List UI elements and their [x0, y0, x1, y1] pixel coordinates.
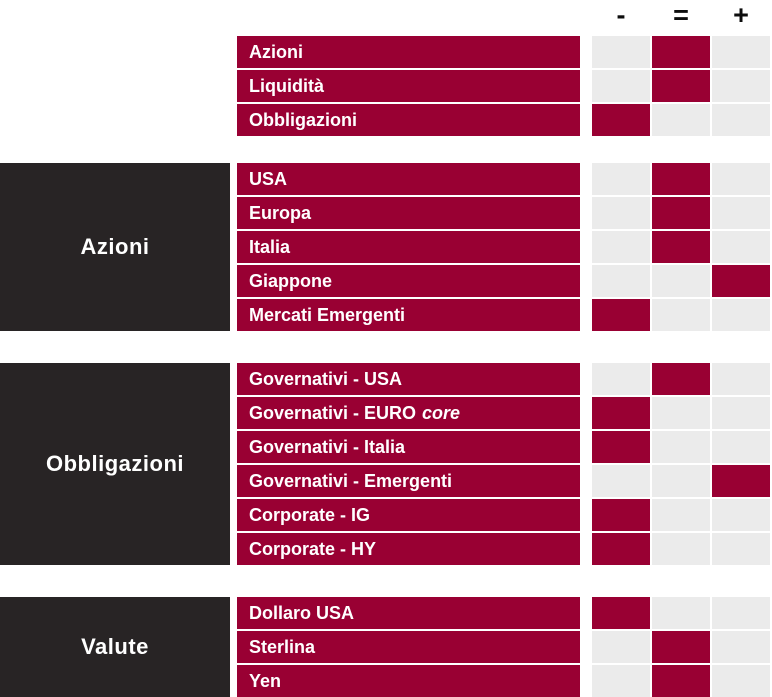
row-usa: USA — [237, 163, 770, 195]
matrix-header: - = + — [592, 0, 772, 30]
group-obbligazioni: Obbligazioni Governativi - USA Governati… — [0, 363, 772, 565]
row-label: Mercati Emergenti — [237, 299, 580, 331]
view-cell-minus — [592, 36, 650, 68]
view-cell-plus — [712, 36, 770, 68]
view-cell-plus — [712, 533, 770, 565]
row-label: Obbligazioni — [237, 104, 580, 136]
view-cell-minus — [592, 397, 650, 429]
view-cell-equal — [652, 431, 710, 463]
row-label: Governativi - EURO core — [237, 397, 580, 429]
view-cell-minus — [592, 465, 650, 497]
view-cell-minus — [592, 597, 650, 629]
group-title-azioni: Azioni — [0, 163, 230, 331]
view-cell-plus — [712, 665, 770, 697]
view-cell-equal — [652, 499, 710, 531]
row-label: Europa — [237, 197, 580, 229]
row-label: Governativi - Emergenti — [237, 465, 580, 497]
view-cell-equal — [652, 231, 710, 263]
row-label: Yen — [237, 665, 580, 697]
row-governativi-italia: Governativi - Italia — [237, 431, 770, 463]
group-title-obbligazioni: Obbligazioni — [0, 363, 230, 565]
view-cell-equal — [652, 363, 710, 395]
view-cell-minus — [592, 431, 650, 463]
view-cell-equal — [652, 197, 710, 229]
view-cell-plus — [712, 104, 770, 136]
row-label: USA — [237, 163, 580, 195]
row-label-italic: core — [422, 402, 461, 423]
row-label: Governativi - Italia — [237, 431, 580, 463]
row-label: Governativi - USA — [237, 363, 580, 395]
view-cell-plus — [712, 431, 770, 463]
row-giappone: Giappone — [237, 265, 770, 297]
view-cell-plus — [712, 363, 770, 395]
view-cell-equal — [652, 533, 710, 565]
header-col-equal: = — [673, 0, 689, 30]
view-cell-equal — [652, 265, 710, 297]
row-governativi-usa: Governativi - USA — [237, 363, 770, 395]
view-cell-minus — [592, 197, 650, 229]
header-col-plus: + — [733, 0, 749, 30]
view-cell-minus — [592, 299, 650, 331]
row-italia: Italia — [237, 231, 770, 263]
view-cell-minus — [592, 631, 650, 663]
view-cell-equal — [652, 36, 710, 68]
row-label: Giappone — [237, 265, 580, 297]
row-sterlina: Sterlina — [237, 631, 770, 663]
row-corporate-ig: Corporate - IG — [237, 499, 770, 531]
view-cell-plus — [712, 70, 770, 102]
row-label: Italia — [237, 231, 580, 263]
view-cell-plus — [712, 597, 770, 629]
row-corporate-hy: Corporate - HY — [237, 533, 770, 565]
view-cell-plus — [712, 197, 770, 229]
view-cell-equal — [652, 631, 710, 663]
view-cell-minus — [592, 499, 650, 531]
row-governativi-euro-core: Governativi - EURO core — [237, 397, 770, 429]
header-col-minus: - — [616, 0, 626, 30]
view-cell-plus — [712, 499, 770, 531]
row-liquidita: Liquidità — [237, 70, 770, 102]
row-dollaro-usa: Dollaro USA — [237, 597, 770, 629]
group-valute: Valute Dollaro USA Sterlina Yen — [0, 597, 772, 697]
view-cell-minus — [592, 70, 650, 102]
row-label: Azioni — [237, 36, 580, 68]
group-azioni: Azioni USA Europa Italia Giappone — [0, 163, 772, 331]
view-cell-equal — [652, 397, 710, 429]
group-summary: Azioni Liquidità Obbligazioni — [0, 36, 772, 136]
row-label: Liquidità — [237, 70, 580, 102]
row-label: Corporate - IG — [237, 499, 580, 531]
group-title-valute: Valute — [0, 597, 230, 697]
row-label: Dollaro USA — [237, 597, 580, 629]
view-cell-equal — [652, 597, 710, 629]
row-mercati-emergenti: Mercati Emergenti — [237, 299, 770, 331]
view-cell-equal — [652, 70, 710, 102]
view-cell-plus — [712, 265, 770, 297]
view-cell-equal — [652, 104, 710, 136]
row-governativi-emergenti: Governativi - Emergenti — [237, 465, 770, 497]
view-cell-equal — [652, 299, 710, 331]
row-yen: Yen — [237, 665, 770, 697]
row-obbligazioni: Obbligazioni — [237, 104, 770, 136]
view-cell-minus — [592, 163, 650, 195]
row-label: Sterlina — [237, 631, 580, 663]
view-cell-minus — [592, 265, 650, 297]
view-cell-plus — [712, 299, 770, 331]
row-azioni: Azioni — [237, 36, 770, 68]
group-title-empty — [0, 36, 230, 136]
view-cell-minus — [592, 665, 650, 697]
view-cell-plus — [712, 631, 770, 663]
view-cell-minus — [592, 231, 650, 263]
view-cell-plus — [712, 231, 770, 263]
view-cell-minus — [592, 363, 650, 395]
row-label: Corporate - HY — [237, 533, 580, 565]
row-europa: Europa — [237, 197, 770, 229]
view-cell-equal — [652, 465, 710, 497]
view-cell-plus — [712, 397, 770, 429]
view-cell-equal — [652, 665, 710, 697]
view-cell-plus — [712, 465, 770, 497]
view-cell-minus — [592, 104, 650, 136]
view-cell-equal — [652, 163, 710, 195]
view-cell-minus — [592, 533, 650, 565]
view-cell-plus — [712, 163, 770, 195]
